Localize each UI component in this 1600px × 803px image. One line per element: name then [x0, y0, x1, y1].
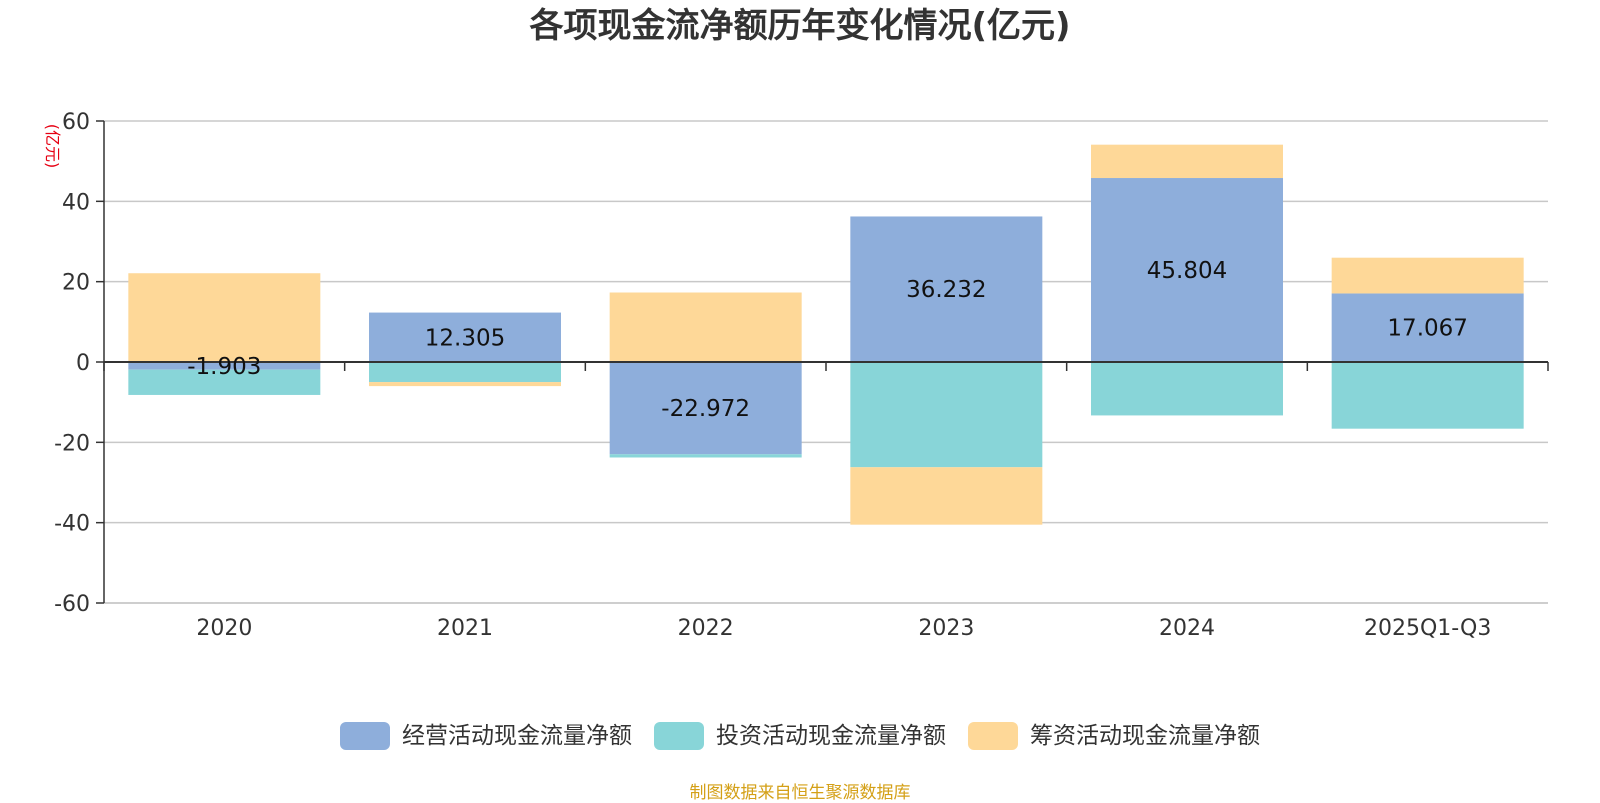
legend-label: 筹资活动现金流量净额 — [1030, 723, 1260, 749]
bar-series — [128, 144, 1524, 525]
bar-value-label: 12.305 — [425, 325, 505, 351]
bar-value-label: -22.972 — [661, 396, 750, 422]
y-tick-label: 0 — [76, 351, 90, 376]
legend-item[interactable]: 投资活动现金流量净额 — [654, 722, 946, 750]
legend-swatch — [968, 722, 1018, 750]
bar-segment[interactable] — [609, 362, 802, 455]
legend-label: 投资活动现金流量净额 — [716, 723, 946, 749]
legend: 经营活动现金流量净额 投资活动现金流量净额 筹资活动现金流量净额 — [0, 722, 1600, 750]
y-axis-unit-label: (亿元) — [43, 124, 62, 169]
bar-value-label: 17.067 — [1387, 316, 1467, 342]
bar-value-label: -1.903 — [187, 354, 261, 380]
bar-segment[interactable] — [128, 369, 321, 395]
y-tick-label: -20 — [54, 431, 90, 456]
y-tick-label: 60 — [62, 110, 90, 135]
bar-segment[interactable] — [369, 312, 561, 362]
data-labels: -1.903 12.305 -22.972 36.232 45.804 17.067 — [187, 258, 1468, 422]
bar-segment[interactable] — [609, 454, 802, 458]
bar-segment[interactable] — [369, 382, 561, 387]
legend-item[interactable]: 经营活动现金流量净额 — [340, 722, 632, 750]
legend-swatch — [340, 722, 390, 750]
x-tick-label: 2020 — [196, 616, 252, 641]
bar-segment[interactable] — [1091, 144, 1283, 179]
x-tick-label: 2025Q1-Q3 — [1364, 616, 1491, 641]
bar-segment[interactable] — [128, 273, 321, 362]
bar-segment[interactable] — [850, 216, 1043, 362]
source-note: 制图数据来自恒生聚源数据库 — [689, 783, 911, 803]
bar-segment[interactable] — [1331, 257, 1524, 294]
grid-lines — [104, 120, 1548, 604]
bar-segment[interactable] — [369, 362, 561, 383]
y-tick-label: 40 — [62, 190, 90, 215]
x-tick-label: 2022 — [678, 616, 734, 641]
chart-title: 各项现金流净额历年变化情况(亿元) — [529, 6, 1071, 46]
y-tick-label: -60 — [54, 592, 90, 617]
bar-value-label: 45.804 — [1147, 258, 1227, 284]
bar-segment[interactable] — [1091, 362, 1283, 416]
bar-segment[interactable] — [1331, 362, 1524, 429]
legend-swatch — [654, 722, 704, 750]
bar-segment[interactable] — [128, 362, 321, 370]
bar-value-label: 36.232 — [906, 277, 986, 303]
legend-item[interactable]: 筹资活动现金流量净额 — [968, 722, 1260, 750]
bar-segment[interactable] — [1091, 178, 1283, 362]
bar-segment[interactable] — [850, 467, 1043, 525]
y-tick-label: 20 — [62, 271, 90, 296]
bar-segment[interactable] — [609, 292, 802, 362]
x-tick-label: 2021 — [437, 616, 493, 641]
axes: 60 40 20 0 -20 -40 -60 2020 2021 2022 2023 2024 2025… — [54, 110, 1549, 641]
legend-label: 经营活动现金流量净额 — [402, 723, 632, 749]
y-tick-label: -40 — [54, 512, 90, 537]
bar-segment[interactable] — [1331, 293, 1524, 362]
x-tick-label: 2024 — [1159, 616, 1215, 641]
x-tick-label: 2023 — [918, 616, 974, 641]
bar-segment[interactable] — [850, 362, 1043, 468]
